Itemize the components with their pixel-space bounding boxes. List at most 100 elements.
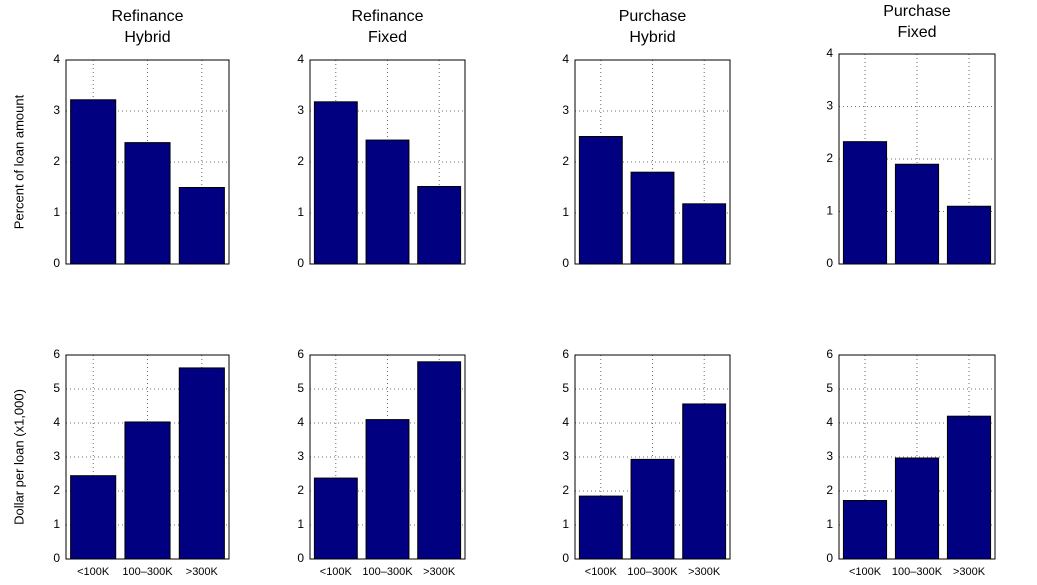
y-tick-label: 0 [562, 551, 569, 565]
bar [124, 421, 171, 560]
x-tick-label: 100–300K [627, 566, 678, 578]
bar [178, 367, 225, 560]
y-tick-label: 2 [53, 483, 60, 497]
x-tick-label: 100–300K [892, 566, 943, 578]
y-axis-label: Dollar per loan (x1,000) [11, 389, 26, 525]
chart-title: Purchase [883, 3, 951, 20]
y-tick-label: 0 [53, 256, 60, 270]
y-tick-label: 5 [826, 381, 833, 395]
y-tick-label: 1 [297, 517, 304, 531]
bar [365, 139, 410, 265]
axes-box [838, 354, 996, 560]
y-tick-label: 4 [562, 52, 569, 66]
chart-title: Refinance [111, 8, 183, 25]
bar [946, 415, 992, 560]
y-tick-label: 5 [297, 381, 304, 395]
y-tick-label: 0 [297, 256, 304, 270]
y-tick-label: 3 [297, 103, 304, 117]
chart-title: Hybrid [124, 29, 170, 46]
y-tick-label: 2 [297, 483, 304, 497]
axes-box [309, 354, 466, 560]
bar [365, 419, 410, 560]
axes-box [65, 354, 230, 560]
axes-box [574, 59, 731, 265]
x-tick-label: >300K [186, 566, 219, 578]
bar [417, 185, 462, 265]
chart-title: Fixed [368, 29, 407, 46]
y-tick-label: 2 [53, 154, 60, 168]
axes-box [65, 59, 230, 265]
y-tick-label: 1 [826, 204, 833, 218]
y-tick-label: 2 [826, 151, 833, 165]
y-tick-label: 4 [297, 415, 304, 429]
chart-title: Refinance [351, 8, 423, 25]
y-tick-label: 3 [826, 99, 833, 113]
x-tick-label: 100–300K [122, 566, 173, 578]
y-tick-label: 1 [297, 205, 304, 219]
bar [682, 203, 727, 265]
x-tick-label: >300K [688, 566, 721, 578]
y-tick-label: 0 [53, 551, 60, 565]
x-tick-label: >300K [423, 566, 456, 578]
y-tick-label: 2 [297, 154, 304, 168]
bar [124, 142, 171, 265]
x-tick-label: <100K [849, 566, 882, 578]
y-tick-label: 2 [562, 154, 569, 168]
bar [630, 171, 675, 265]
y-tick-label: 5 [53, 381, 60, 395]
y-tick-label: 4 [53, 415, 60, 429]
y-tick-label: 1 [562, 517, 569, 531]
bar [682, 403, 727, 560]
bar [894, 163, 940, 265]
bar [578, 495, 623, 560]
chart-title: Fixed [897, 24, 936, 41]
y-tick-label: 4 [826, 415, 833, 429]
y-tick-label: 2 [826, 483, 833, 497]
y-tick-label: 4 [53, 52, 60, 66]
chart-title: Purchase [619, 8, 687, 25]
bar [630, 458, 675, 560]
bar [70, 475, 117, 560]
y-tick-label: 0 [826, 551, 833, 565]
y-axis-label: Percent of loan amount [11, 94, 26, 229]
axes-box [838, 53, 996, 265]
y-tick-label: 3 [562, 449, 569, 463]
bar [313, 477, 358, 560]
y-tick-label: 1 [53, 205, 60, 219]
y-tick-label: 4 [562, 415, 569, 429]
y-tick-label: 0 [826, 256, 833, 270]
x-tick-label: >300K [953, 566, 986, 578]
bar [894, 457, 940, 560]
bar [178, 187, 225, 265]
x-tick-label: <100K [77, 566, 110, 578]
y-tick-label: 6 [297, 347, 304, 361]
y-tick-label: 3 [53, 449, 60, 463]
axes-box [574, 354, 731, 560]
y-tick-label: 1 [53, 517, 60, 531]
bar [578, 136, 623, 265]
axes-box [309, 59, 466, 265]
x-tick-label: <100K [320, 566, 353, 578]
chart-title: Hybrid [629, 29, 675, 46]
bar [842, 500, 888, 560]
x-tick-label: <100K [585, 566, 618, 578]
y-tick-label: 0 [562, 256, 569, 270]
bar [313, 101, 358, 265]
y-tick-label: 6 [562, 347, 569, 361]
y-tick-label: 3 [562, 103, 569, 117]
bar [417, 361, 462, 560]
y-tick-label: 6 [826, 347, 833, 361]
y-tick-label: 3 [826, 449, 833, 463]
y-tick-label: 5 [562, 381, 569, 395]
x-tick-label: 100–300K [362, 566, 413, 578]
bar [842, 141, 888, 265]
y-tick-label: 3 [53, 103, 60, 117]
y-tick-label: 4 [297, 52, 304, 66]
y-tick-label: 1 [562, 205, 569, 219]
y-tick-label: 6 [53, 347, 60, 361]
y-tick-label: 1 [826, 517, 833, 531]
y-tick-label: 4 [826, 46, 833, 60]
bar [946, 205, 992, 265]
y-tick-label: 3 [297, 449, 304, 463]
